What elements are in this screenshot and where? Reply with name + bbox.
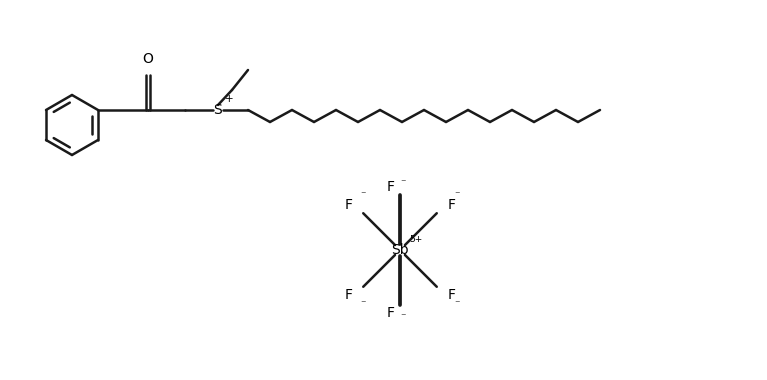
Text: F: F	[344, 288, 353, 302]
Text: ⁻: ⁻	[400, 312, 406, 322]
Text: F: F	[387, 180, 395, 194]
Text: ⁻: ⁻	[360, 299, 366, 310]
Text: S: S	[214, 103, 222, 117]
Text: ⁻: ⁻	[455, 190, 460, 201]
Text: O: O	[143, 52, 153, 66]
Text: F: F	[448, 288, 456, 302]
Text: +: +	[225, 94, 234, 104]
Text: F: F	[448, 198, 456, 212]
Text: 5+: 5+	[409, 235, 423, 244]
Text: Sb: Sb	[391, 243, 409, 257]
Text: F: F	[387, 306, 395, 320]
Text: ⁻: ⁻	[455, 299, 460, 310]
Text: ⁻: ⁻	[360, 190, 366, 201]
Text: F: F	[344, 198, 353, 212]
Text: ⁻: ⁻	[400, 178, 406, 188]
